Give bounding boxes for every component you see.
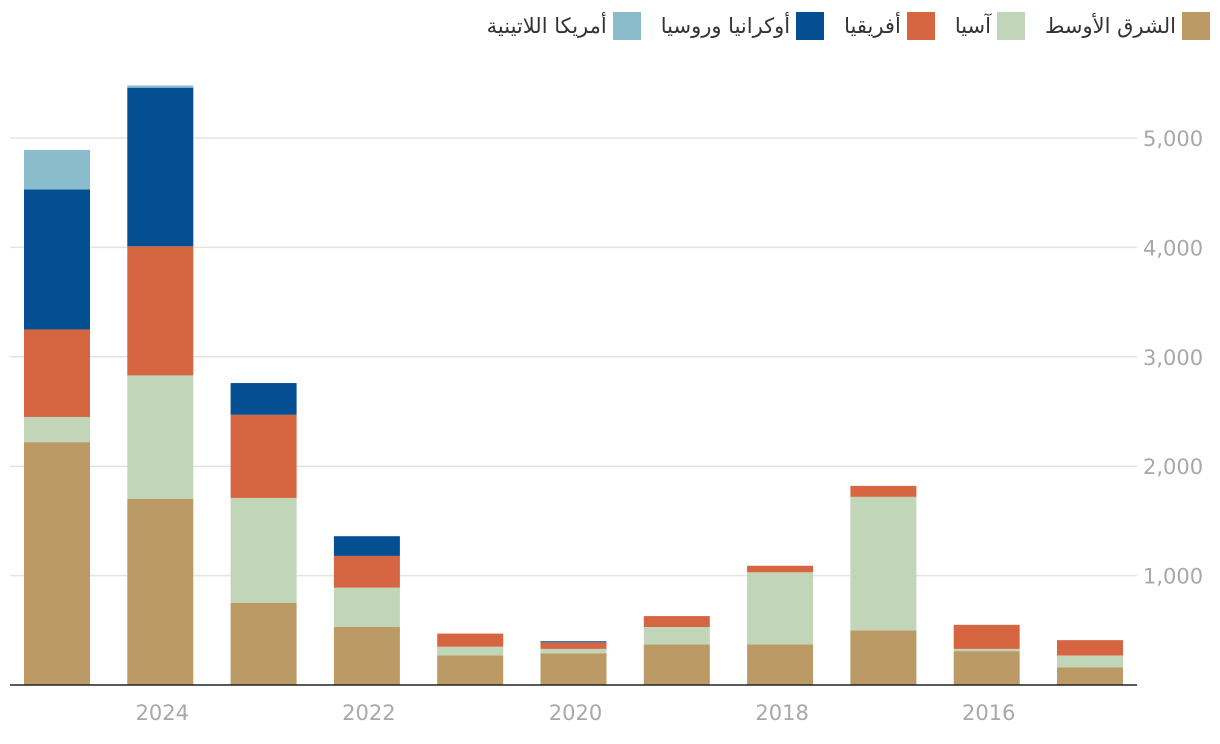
bars (24, 85, 1123, 685)
bar-segment (953, 648, 1020, 652)
bar-segment (1057, 640, 1123, 656)
bar-segment (230, 602, 297, 685)
x-axis-ticks: 2024 2022 2020 2018 2016 (136, 701, 1016, 725)
bar-segment (643, 627, 710, 645)
bar-segment (333, 555, 400, 588)
bar-segment (850, 630, 917, 685)
x-tick-label: 2024 (136, 701, 189, 725)
legend-swatch (996, 12, 1025, 40)
bar-segment (127, 87, 194, 247)
bar-segment (127, 85, 194, 88)
bar-segment (24, 416, 90, 443)
bar-segment (333, 587, 400, 628)
bar-segment (747, 572, 814, 645)
legend-item: الشرق الأوسط (1045, 12, 1210, 40)
y-axis-ticks: 1,000 2,000 3,000 4,000 5,000 (1143, 127, 1203, 589)
bar-segment (953, 651, 1020, 685)
legend-item: أوكرانيا وروسيا (660, 12, 825, 40)
legend-item: آسيا (955, 12, 1025, 40)
bar-segment (437, 633, 504, 647)
legend-label: أمريكا اللاتينية (486, 14, 607, 38)
x-tick-label: 2018 (755, 701, 808, 725)
bar-segment (540, 641, 607, 643)
legend-label: أوكرانيا وروسيا (660, 14, 791, 38)
x-tick-label: 2020 (549, 701, 602, 725)
legend-label: أفريقيا (844, 14, 901, 38)
bar-segment (127, 499, 194, 685)
bar-segment (24, 189, 90, 330)
legend-swatch (796, 12, 825, 40)
x-tick-label: 2022 (342, 701, 395, 725)
bar-segment (24, 150, 90, 190)
bar-segment (540, 642, 607, 649)
x-tick-label: 2016 (962, 701, 1015, 725)
bar-segment (230, 497, 297, 603)
bar-segment (24, 442, 90, 685)
bar-segment (230, 414, 297, 498)
bar-segment (540, 648, 607, 654)
y-tick-label: 4,000 (1143, 236, 1203, 260)
legend-item: أمريكا اللاتينية (487, 12, 641, 40)
legend: الشرق الأوسط آسيا أفريقيا أوكرانيا وروسيا أم… (467, 12, 1210, 40)
legend-label: الشرق الأوسط (1044, 14, 1176, 38)
bar-segment (643, 644, 710, 685)
y-tick-label: 5,000 (1143, 127, 1203, 151)
gridlines (10, 137, 1137, 577)
bar-segment (540, 653, 607, 685)
bar-segment (747, 644, 814, 685)
bar-segment (1057, 655, 1123, 668)
legend-swatch (906, 12, 935, 40)
y-tick-label: 1,000 (1143, 565, 1203, 589)
bar-segment (24, 329, 90, 417)
bar-segment (850, 496, 917, 631)
bar-segment (127, 375, 194, 500)
bar-segment (850, 485, 917, 497)
legend-label: آسيا (954, 14, 991, 38)
legend-item: أفريقيا (844, 12, 935, 40)
bar-segment (437, 655, 504, 685)
bar-segment (333, 536, 400, 556)
bar-segment (230, 383, 297, 415)
bar-segment (127, 246, 194, 376)
bar-segment (1057, 667, 1123, 685)
bar-segment (333, 627, 400, 685)
y-tick-label: 2,000 (1143, 455, 1203, 479)
bar-segment (437, 646, 504, 656)
y-tick-label: 3,000 (1143, 346, 1203, 370)
bar-segment (747, 565, 814, 573)
bar-segment (953, 624, 1020, 649)
legend-swatch (612, 12, 641, 40)
legend-swatch (1182, 12, 1210, 40)
bar-segment (643, 616, 710, 628)
